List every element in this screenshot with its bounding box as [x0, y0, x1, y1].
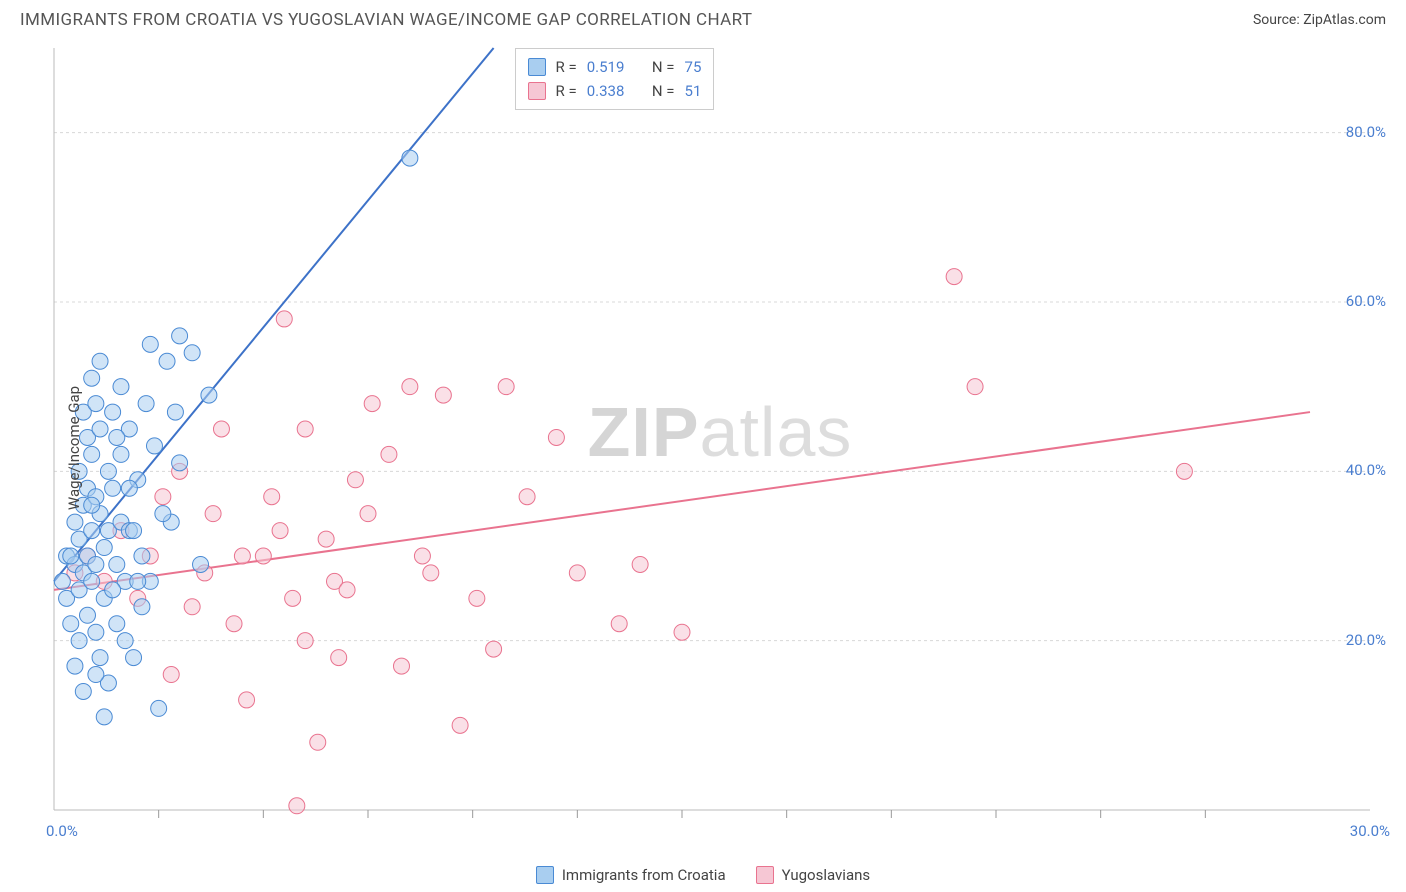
swatch-icon — [756, 866, 774, 884]
swatch-icon — [536, 866, 554, 884]
correlation-legend: R = 0.519 N = 75 R = 0.338 N = 51 — [515, 48, 715, 110]
y-axis-label: Wage/Income Gap — [65, 386, 83, 510]
series-legend: Immigrants from Croatia Yugoslavians — [0, 866, 1406, 884]
legend-item-series1: Immigrants from Croatia — [536, 866, 726, 884]
chart-area: Wage/Income Gap ZIPatlas R = 0.519 N = 7… — [50, 44, 1390, 852]
legend-item-series2: Yugoslavians — [756, 866, 871, 884]
chart-title: IMMIGRANTS FROM CROATIA VS YUGOSLAVIAN W… — [20, 10, 752, 30]
scatter-chart — [50, 44, 1370, 834]
source-attribution: Source: ZipAtlas.com — [1253, 12, 1386, 28]
x-axis-min-label: 0.0% — [46, 822, 78, 840]
x-axis-max-label: 30.0% — [1350, 822, 1390, 840]
